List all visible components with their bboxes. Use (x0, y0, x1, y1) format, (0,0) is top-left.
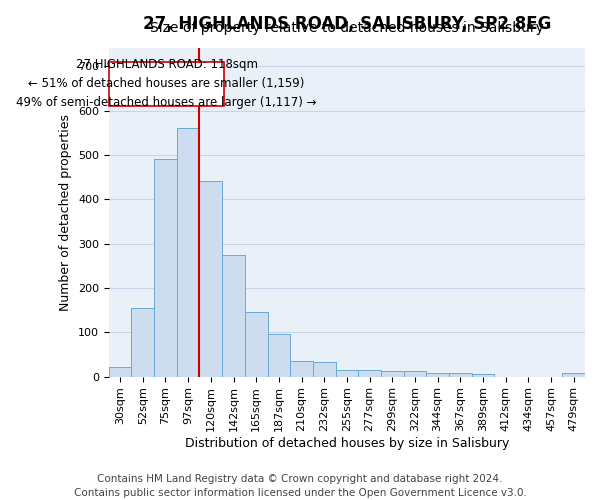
Bar (199, 182, 222, 376)
Bar (358, 370, 381, 376)
Bar (222, 254, 245, 376)
Bar (268, 334, 290, 376)
Bar (177, 128, 199, 376)
X-axis label: Distribution of detached houses by size in Salisbury: Distribution of detached houses by size … (185, 437, 509, 450)
Y-axis label: Number of detached properties: Number of detached properties (59, 114, 73, 311)
Text: Size of property relative to detached houses in Salisbury: Size of property relative to detached ho… (150, 22, 544, 36)
Text: 27 HIGHLANDS ROAD: 118sqm
← 51% of detached houses are smaller (1,159)
49% of se: 27 HIGHLANDS ROAD: 118sqm ← 51% of detac… (16, 58, 317, 110)
Bar (335, 370, 358, 376)
FancyBboxPatch shape (109, 62, 224, 106)
Title: 27, HIGHLANDS ROAD, SALISBURY, SP2 8EG: 27, HIGHLANDS ROAD, SALISBURY, SP2 8EG (143, 15, 551, 33)
Bar (131, 308, 154, 376)
Bar (245, 312, 268, 376)
Bar (154, 160, 177, 376)
Bar (290, 361, 313, 376)
Bar (562, 374, 585, 376)
Bar (109, 367, 131, 376)
Bar (449, 374, 472, 376)
Bar (313, 362, 335, 376)
Bar (381, 372, 404, 376)
Bar (404, 372, 426, 376)
Text: Contains HM Land Registry data © Crown copyright and database right 2024.
Contai: Contains HM Land Registry data © Crown c… (74, 474, 526, 498)
Bar (426, 374, 449, 376)
Bar (472, 374, 494, 376)
